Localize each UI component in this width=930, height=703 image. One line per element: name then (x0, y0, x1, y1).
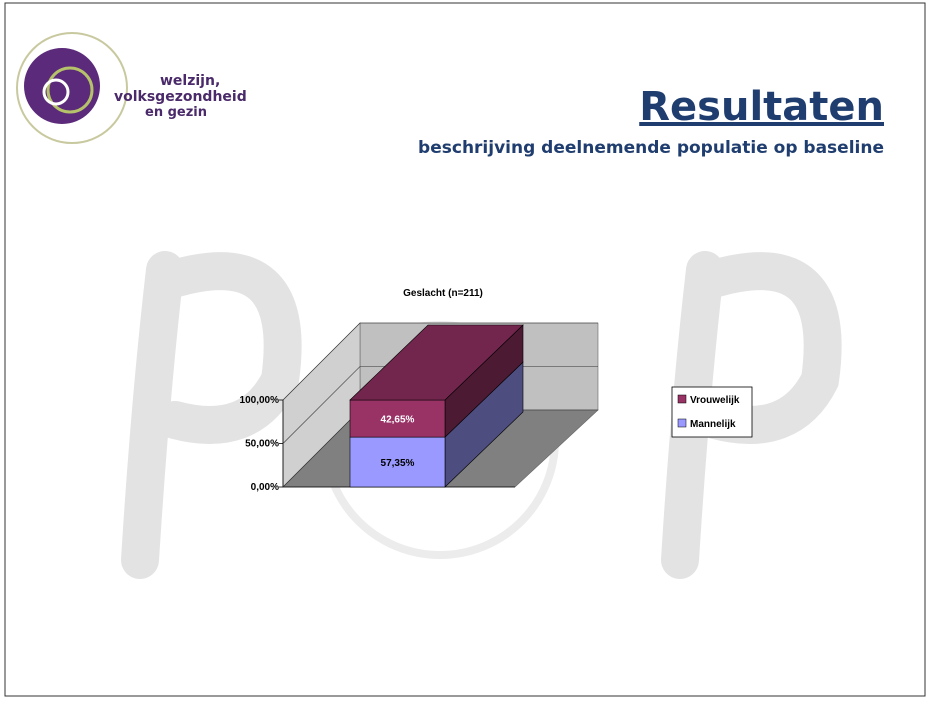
y-tick-label: 0,00% (251, 482, 279, 493)
logo-disc (24, 48, 100, 124)
slide-title: Resultaten (639, 84, 884, 130)
value-label: 42,65% (381, 415, 415, 426)
legend-swatch (677, 418, 687, 428)
logo-ring (42, 78, 70, 106)
logo-text: en gezin (145, 105, 207, 120)
logo-ring (46, 66, 94, 114)
legend-label: Vrouwelijk (690, 395, 740, 406)
bar (349, 436, 446, 488)
bar-top (349, 324, 524, 401)
value-label: 57,35% (381, 458, 415, 469)
legend-label: Mannelijk (690, 419, 736, 430)
bar (349, 399, 446, 438)
y-tick-label: 50,00% (245, 439, 279, 450)
legend-swatch (677, 394, 687, 404)
logo-text: volksgezondheid (114, 89, 247, 105)
logo-text: welzijn, (160, 73, 220, 89)
logo: welzijn, volksgezondheid en gezin (16, 32, 247, 144)
chart-title: Geslacht (n=211) (403, 288, 483, 299)
logo-ring (16, 32, 128, 144)
grid-line (282, 322, 598, 401)
y-tick-label: 100,00% (240, 395, 280, 406)
slide-subtitle: beschrijving deelnemende populatie op ba… (418, 138, 884, 158)
